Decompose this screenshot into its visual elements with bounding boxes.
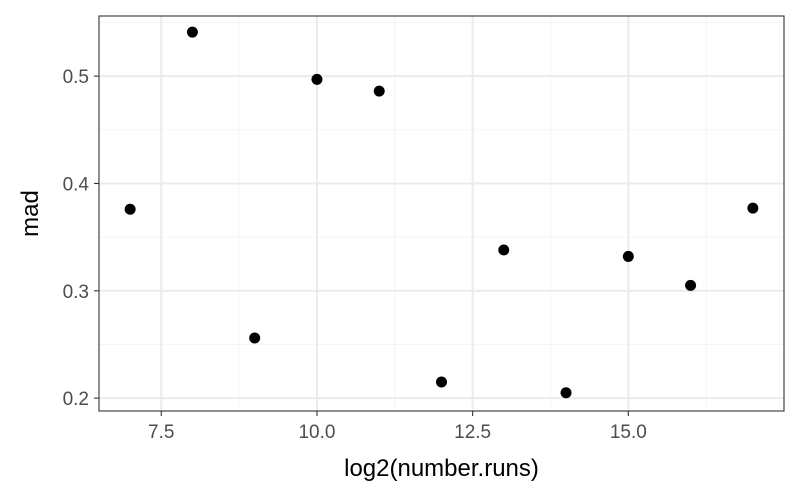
data-point (373, 85, 385, 97)
x-tick-label: 7.5 (148, 422, 174, 443)
data-point (560, 387, 572, 399)
x-tick-label: 12.5 (454, 422, 491, 443)
x-axis-title: log2(number.runs) (344, 455, 539, 482)
panel-border (98, 15, 785, 412)
y-tick-label: 0.3 (63, 282, 89, 303)
data-point (436, 376, 447, 388)
data-point (124, 203, 136, 215)
minor-gridlines (99, 16, 784, 411)
data-point (249, 332, 261, 344)
y-axis-title: mad (17, 190, 44, 237)
x-tick-label: 15.0 (610, 422, 647, 443)
data-point (186, 26, 198, 38)
data-point (311, 73, 323, 85)
x-axis-ticks: 7.5 10.0 12.5 15.0 (148, 411, 647, 443)
data-points (124, 26, 759, 399)
plot-panel (99, 16, 784, 411)
data-point (747, 202, 759, 214)
y-axis-ticks: 0.2 0.3 0.4 0.5 (63, 67, 99, 410)
y-tick-label: 0.5 (63, 67, 89, 88)
y-tick-label: 0.2 (63, 389, 89, 410)
major-gridlines (99, 16, 784, 411)
data-point (685, 279, 697, 291)
data-point (622, 250, 634, 262)
y-tick-label: 0.4 (63, 174, 90, 195)
x-tick-label: 10.0 (298, 422, 335, 443)
data-point (498, 244, 510, 256)
